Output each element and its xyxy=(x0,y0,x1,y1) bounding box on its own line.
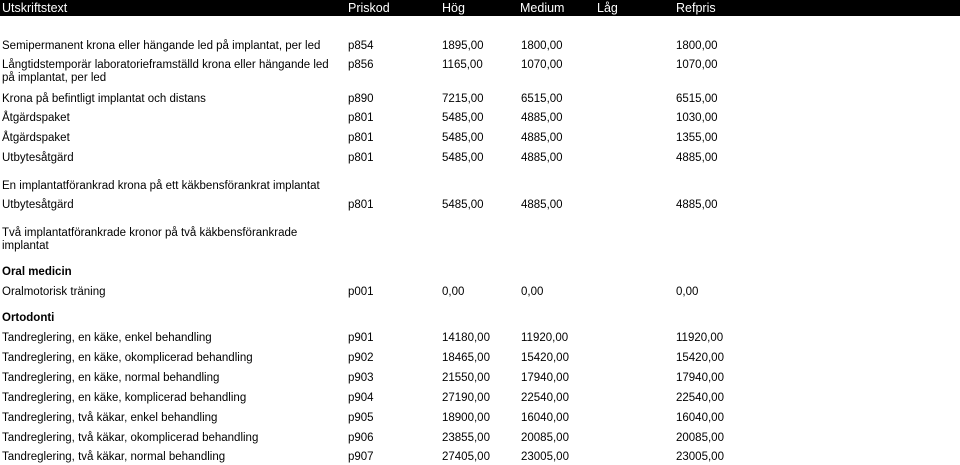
row-high: 5485,00 xyxy=(442,132,484,144)
row-medium: 4885,00 xyxy=(521,152,563,164)
row-description: Tandreglering, en käke, enkel behandling xyxy=(2,332,212,344)
row-code: p801 xyxy=(348,112,374,124)
row-high: 21550,00 xyxy=(442,372,490,384)
row-refund: 17940,00 xyxy=(676,372,724,384)
row-code: p903 xyxy=(348,372,374,384)
header-medium: Medium xyxy=(520,1,565,15)
header-refund: Refpris xyxy=(676,1,716,15)
row-code: p801 xyxy=(348,199,374,211)
row-high: 18465,00 xyxy=(442,352,490,364)
group-heading-single-implant: En implantatförankrad krona på ett käkbe… xyxy=(2,180,320,192)
row-refund: 4885,00 xyxy=(676,152,718,164)
header-low: Låg xyxy=(597,1,618,15)
row-code: p907 xyxy=(348,451,374,463)
table-header: Utskriftstext Priskod Hög Medium Låg Ref… xyxy=(0,0,960,16)
row-description: Krona på befintligt implantat och distan… xyxy=(2,93,206,105)
row-code: p904 xyxy=(348,392,374,404)
section-heading-ortho: Ortodonti xyxy=(2,312,55,324)
row-refund: 11920,00 xyxy=(676,332,724,344)
row-high: 18900,00 xyxy=(442,412,490,424)
header-description: Utskriftstext xyxy=(2,1,68,15)
row-medium: 17940,00 xyxy=(521,372,569,384)
row-refund: 15420,00 xyxy=(676,352,724,364)
row-medium: 6515,00 xyxy=(521,93,563,105)
row-high: 5485,00 xyxy=(442,199,484,211)
row-medium: 4885,00 xyxy=(521,132,563,144)
row-medium: 1800,00 xyxy=(521,40,563,52)
row-high: 27190,00 xyxy=(442,392,490,404)
row-refund: 16040,00 xyxy=(676,412,724,424)
row-medium: 15420,00 xyxy=(521,352,569,364)
row-code: p001 xyxy=(348,286,374,298)
row-description: Åtgärdspaket xyxy=(2,132,70,144)
row-code: p801 xyxy=(348,132,374,144)
row-description: Semipermanent krona eller hängande led p… xyxy=(2,40,321,52)
row-high: 5485,00 xyxy=(442,152,484,164)
row-medium: 4885,00 xyxy=(521,112,563,124)
group-heading-two-implants: Två implantatförankrade kronor på två kä… xyxy=(2,227,298,252)
row-description: Tandreglering, en käke, komplicerad beha… xyxy=(2,392,247,404)
row-medium: 4885,00 xyxy=(521,199,563,211)
row-high: 5485,00 xyxy=(442,112,484,124)
row-high: 23855,00 xyxy=(442,432,490,444)
row-refund: 22540,00 xyxy=(676,392,724,404)
row-high: 7215,00 xyxy=(442,93,484,105)
row-description: Tandreglering, två käkar, okomplicerad b… xyxy=(2,432,259,444)
row-refund: 1800,00 xyxy=(676,40,718,52)
section-heading-oral: Oral medicin xyxy=(2,266,72,278)
row-refund: 0,00 xyxy=(676,286,699,298)
row-code: p901 xyxy=(348,332,374,344)
row-medium: 1070,00 xyxy=(521,59,563,71)
row-description: Tandreglering, två käkar, normal behandl… xyxy=(2,451,226,463)
row-refund: 23005,00 xyxy=(676,451,724,463)
row-high: 0,00 xyxy=(442,286,465,298)
row-refund: 1355,00 xyxy=(676,132,718,144)
row-code: p905 xyxy=(348,412,374,424)
row-description: Tandreglering, en käke, okomplicerad beh… xyxy=(2,352,253,364)
row-description: Utbytesåtgärd xyxy=(2,152,74,164)
row-description: Tandreglering, två käkar, enkel behandli… xyxy=(2,412,218,424)
row-description: Långtidstemporär laboratorieframställd k… xyxy=(2,59,329,84)
row-high: 1165,00 xyxy=(442,59,483,71)
row-refund: 1070,00 xyxy=(676,59,718,71)
row-code: p906 xyxy=(348,432,374,444)
row-code: p902 xyxy=(348,352,374,364)
row-refund: 1030,00 xyxy=(676,112,718,124)
row-refund: 4885,00 xyxy=(676,199,718,211)
row-medium: 22540,00 xyxy=(521,392,569,404)
row-medium: 0,00 xyxy=(521,286,544,298)
row-description: Utbytesåtgärd xyxy=(2,199,74,211)
row-medium: 16040,00 xyxy=(521,412,569,424)
row-code: p854 xyxy=(348,40,374,52)
row-refund: 6515,00 xyxy=(676,93,718,105)
row-medium: 23005,00 xyxy=(521,451,569,463)
row-description: Tandreglering, en käke, normal behandlin… xyxy=(2,372,220,384)
row-description: Oralmotorisk träning xyxy=(2,286,106,298)
header-price-code: Priskod xyxy=(348,1,390,15)
row-medium: 11920,00 xyxy=(521,332,569,344)
row-code: p890 xyxy=(348,93,374,105)
row-description: Åtgärdspaket xyxy=(2,112,70,124)
header-high: Hög xyxy=(442,1,465,15)
row-medium: 20085,00 xyxy=(521,432,569,444)
row-high: 27405,00 xyxy=(442,451,490,463)
row-code: p856 xyxy=(348,59,374,71)
row-high: 14180,00 xyxy=(442,332,490,344)
row-code: p801 xyxy=(348,152,374,164)
row-refund: 20085,00 xyxy=(676,432,724,444)
row-high: 1895,00 xyxy=(442,40,484,52)
